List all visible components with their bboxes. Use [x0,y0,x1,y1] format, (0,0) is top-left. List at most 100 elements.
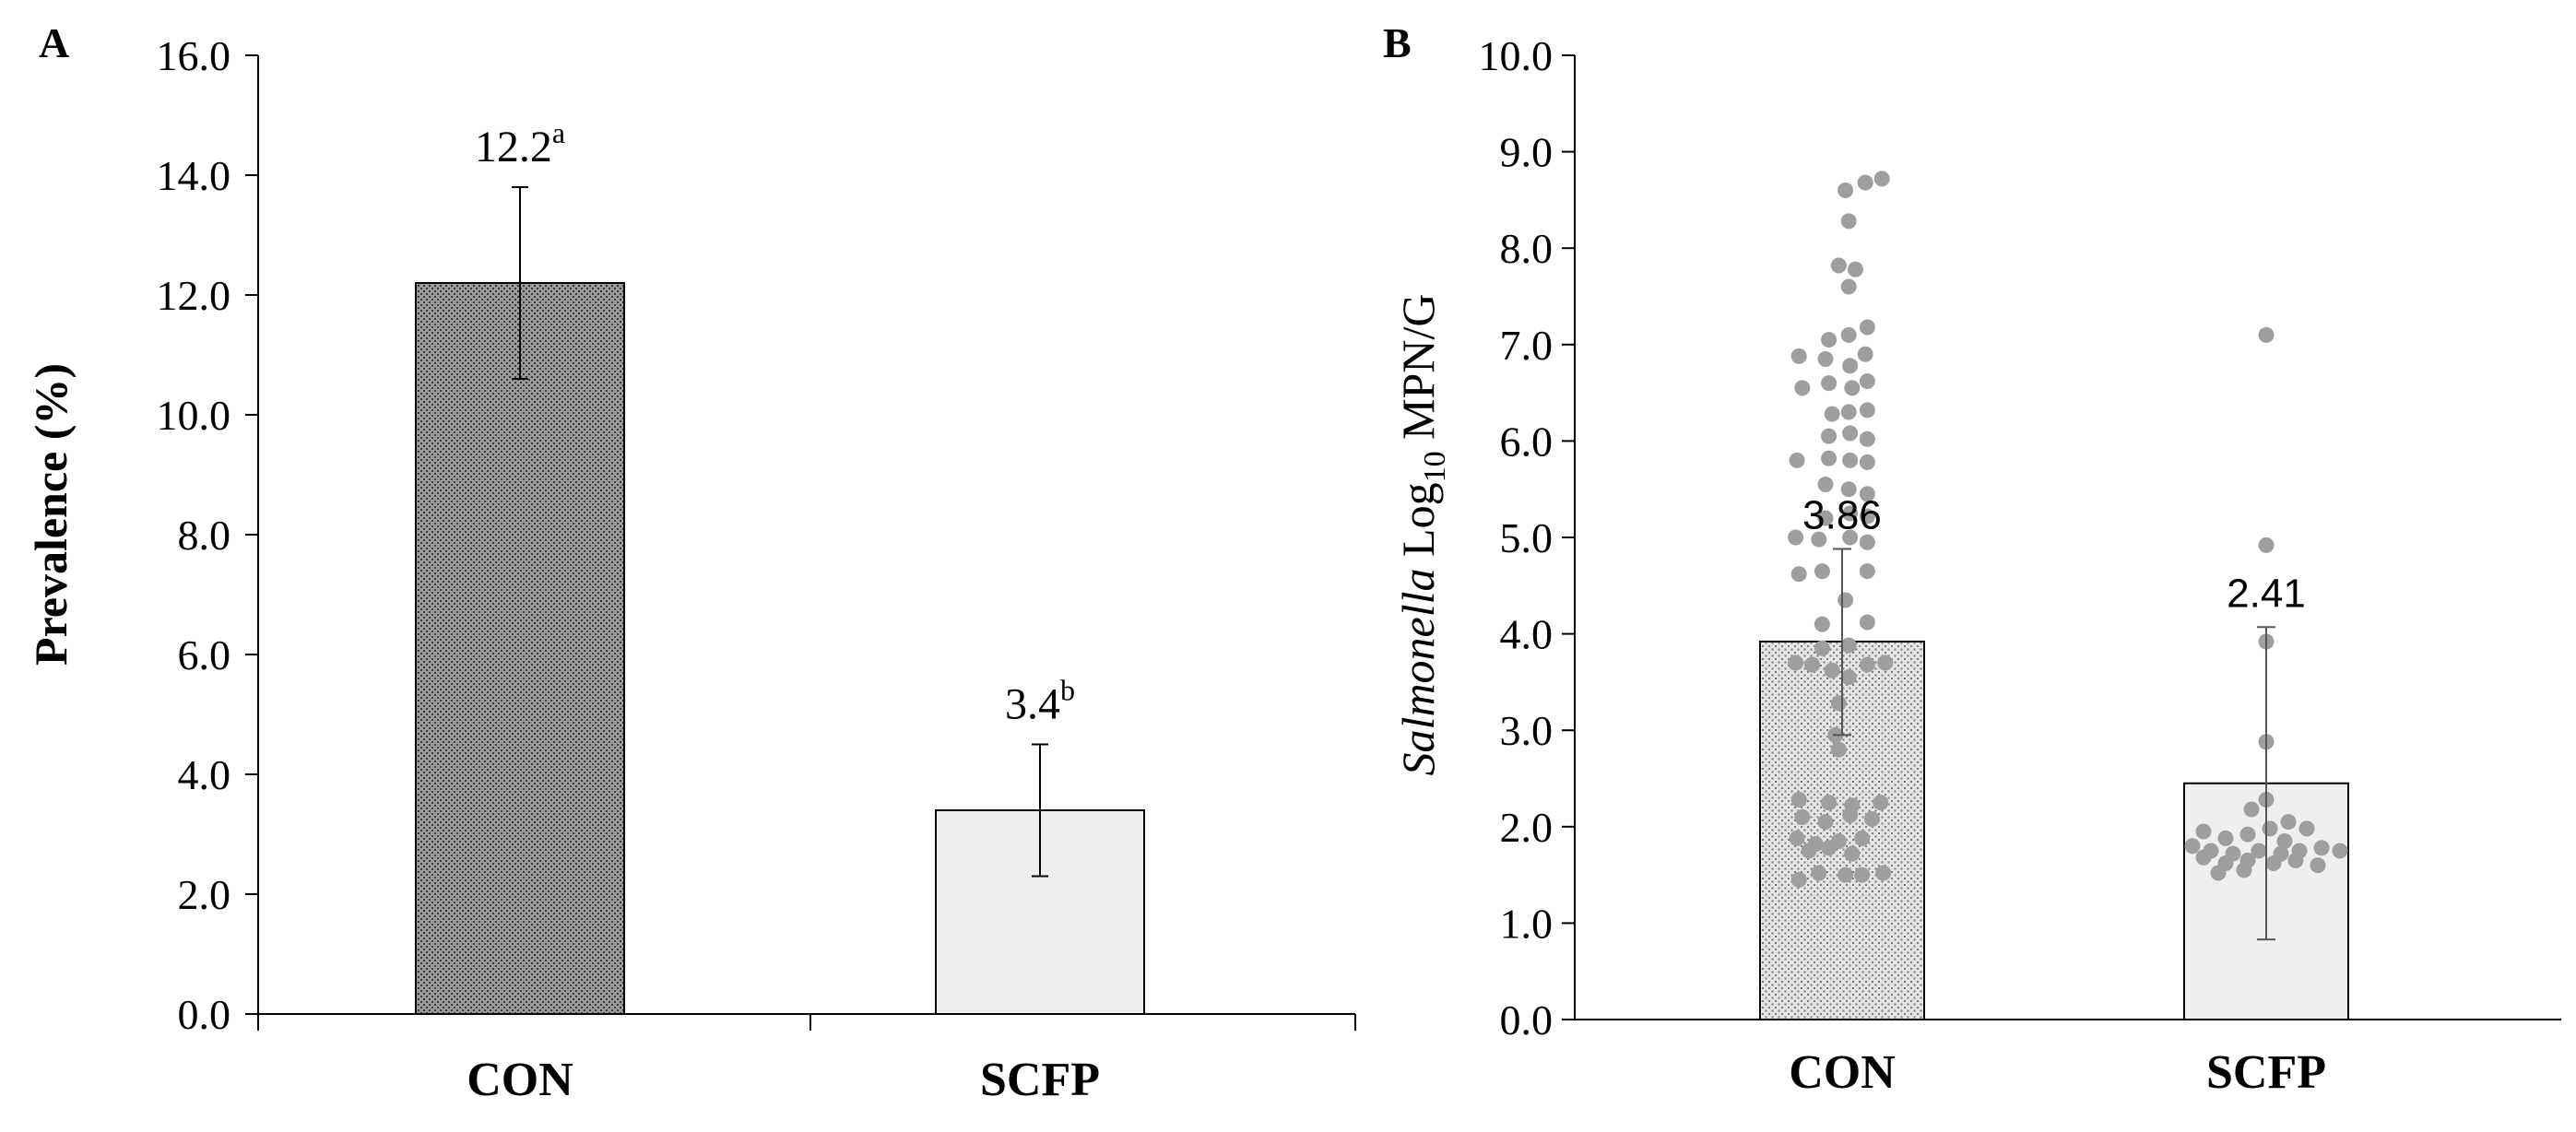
panel-b-point-con [1844,845,1861,862]
panel-a-y-axis-label: Prevalence (%) [25,363,77,666]
panel-b-point-con [1804,656,1821,673]
panel-a-y-tick-label: 4.0 [178,751,231,798]
panel-b-point-con [1859,402,1875,419]
panel-b-point-con [1817,350,1834,367]
panel-b-point-con [1854,867,1871,883]
panel-b-point-con [1837,592,1854,608]
panel-b-point-con [1837,182,1854,198]
panel-b-y-axis-label-sub: 10 [1418,451,1452,482]
panel-b-point-con [1857,174,1873,191]
panel-b-point-con [1790,871,1807,888]
panel-a-bar-con [415,282,625,1015]
panel-b-point-scfp [2298,820,2315,837]
panel-b-point-con [1817,510,1834,526]
panel-b-point-scfp [2265,855,2282,872]
panel-b-point-scfp [2280,814,2297,831]
panel-b: B Salmonella Log10 MPN/G 0.0 1.0 2.0 3.0 4.0… [1383,19,2561,1099]
panel-b-point-con [1821,375,1837,392]
panel-b-point-con [1842,358,1859,374]
panel-b-point-con [1842,505,1859,522]
panel-b-axes [1574,55,2561,1020]
panel-b-point-con [1830,741,1847,758]
panel-b-point-scfp [2184,838,2201,855]
panel-b-point-con [1842,452,1859,468]
panel-b-point-scfp [2332,843,2348,859]
panel-b-point-scfp [2262,820,2278,837]
panel-b-point-con [1811,531,1827,548]
panel-b-point-scfp [2195,823,2212,840]
panel-a-y-tick-label: 0.0 [178,991,231,1038]
panel-b-point-scfp [2239,826,2256,843]
panel-a-data-label-superscript: a [552,116,565,149]
panel-b-category-labels: CON SCFP [1789,1046,2326,1099]
panel-b-point-con [1821,450,1837,466]
panel-b-y-tick-label: 10.0 [1479,32,1554,79]
panel-b-points [1788,171,2348,888]
panel-a-bars [415,282,1145,1015]
panel-b-point-con [1788,654,1804,671]
panel-b-y-axis-label-italic: Salmonella [1392,568,1444,775]
panel-b-point-con [1859,508,1875,525]
panel-b-point-con [1859,486,1875,502]
panel-a-axes [257,55,1356,1031]
panel-b-point-con [1821,795,1837,811]
panel-b-y-tick-label: 9.0 [1500,129,1554,176]
panel-b-point-con [1859,319,1875,336]
panel-b-y-ticks: 0.0 1.0 2.0 3.0 4.0 5.0 6.0 7.0 8.0 9.0 10.0 [1479,32,1575,1044]
panel-b-point-con [1840,637,1857,654]
panel-a-data-label: 12.2a [475,116,565,171]
panel-a-y-tick-label: 6.0 [178,631,231,678]
panel-b-error-bars [1833,548,2275,941]
panel-a-y-tick-label: 12.0 [157,272,231,319]
panel-b-point-con [1788,529,1804,546]
panel-b-point-con [1873,795,1889,811]
panel-b-point-scfp [2195,849,2212,866]
panel-b-data-label: 3.86 [1802,493,1882,538]
panel-b-point-con [1877,654,1894,671]
panel-b-data-label: 2.41 [2227,571,2306,616]
panel-b-point-con [1821,840,1837,856]
panel-a-category-label: SCFP [980,1054,1100,1106]
panel-b-point-scfp [2313,840,2330,856]
panel-b-point-scfp [2287,852,2304,868]
panel-b-point-con [1817,814,1834,831]
panel-b-point-con [1794,380,1811,396]
panel-b-point-con [1863,810,1880,827]
panel-b-y-tick-label: 6.0 [1500,418,1554,465]
panel-b-point-con [1789,830,1805,846]
panel-b-letter: B [1383,19,1412,66]
panel-b-point-scfp [2217,830,2234,846]
panel-b-point-con [1840,278,1857,295]
panel-b-point-con [1859,430,1875,447]
panel-a-y-tick-label: 14.0 [157,152,231,199]
panel-b-point-scfp [2310,857,2326,874]
panel-b-point-scfp [2258,537,2275,553]
panel-b-y-axis-label-main: Log [1392,482,1444,568]
panel-b-point-con [1811,865,1827,881]
panel-b-point-con [1837,867,1854,883]
panel-b-point-con [1859,563,1875,580]
panel-b-point-con [1847,261,1863,277]
panel-b-category-label: SCFP [2206,1046,2326,1099]
panel-b-y-tick-label: 7.0 [1500,322,1554,369]
panel-b-category-label: CON [1789,1046,1896,1099]
panel-b-point-con [1840,404,1857,420]
panel-b-y-axis-label: Salmonella Log10 MPN/G [1392,294,1452,776]
panel-b-point-con [1824,406,1840,422]
panel-b-y-tick-label: 1.0 [1500,900,1554,947]
panel-b-y-tick-label: 2.0 [1500,804,1554,851]
panel-b-point-scfp [2258,326,2275,343]
panel-b-point-con [1840,669,1857,686]
panel-b-point-con [1840,213,1857,230]
panel-b-point-con [1840,481,1857,498]
panel-b-point-scfp [2243,801,2260,818]
panel-b-point-con [1821,428,1837,444]
panel-a-y-ticks: 0.0 2.0 4.0 6.0 8.0 10.0 12.0 14.0 16.0 [157,32,258,1038]
panel-b-point-con [1814,563,1830,580]
panel-b-y-tick-label: 5.0 [1500,514,1554,561]
panel-a-y-tick-label: 10.0 [157,392,231,439]
panel-b-point-con [1844,380,1861,396]
panel-b-y-axis-label-suffix: MPN/G [1392,294,1444,452]
panel-b-point-con [1842,807,1859,823]
